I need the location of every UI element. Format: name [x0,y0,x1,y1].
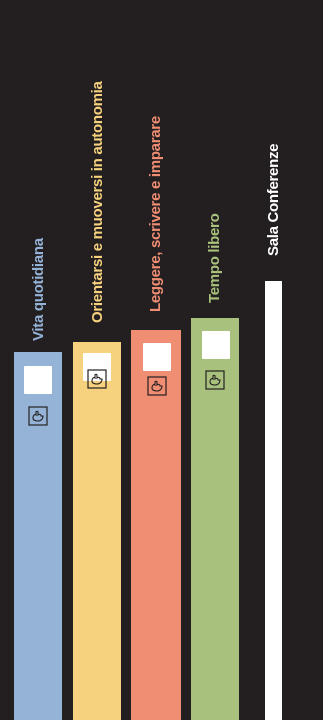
hand-pointer-icon [205,370,225,390]
category-label: Leggere, scrivere e imparare [147,116,164,312]
checkbox-leggere[interactable] [143,343,171,371]
hand-pointer-icon [87,369,107,389]
hand-pointer-icon [28,406,48,426]
checkbox-vita-quotidiana[interactable] [24,366,52,394]
category-label: Vita quotidiana [30,238,47,341]
category-column-orientarsi[interactable] [73,342,121,720]
category-label: Orientarsi e muoversi in autonomia [89,81,106,323]
room-label: Sala Conferenze [265,143,282,256]
checkbox-tempo-libero[interactable] [202,331,230,359]
hand-pointer-icon [147,376,167,396]
room-bar-sala-conferenze[interactable] [265,281,282,720]
category-label: Tempo libero [206,213,223,303]
